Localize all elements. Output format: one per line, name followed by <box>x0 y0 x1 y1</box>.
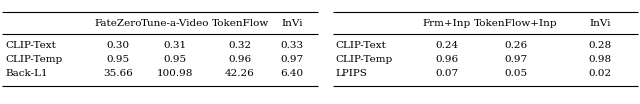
Text: TokenFlow+Inp: TokenFlow+Inp <box>474 19 558 27</box>
Text: CLIP-Text: CLIP-Text <box>5 41 56 51</box>
Text: LPIPS: LPIPS <box>335 69 367 79</box>
Text: 0.95: 0.95 <box>163 56 187 64</box>
Text: 0.05: 0.05 <box>504 69 527 79</box>
Text: 100.98: 100.98 <box>157 69 193 79</box>
Text: 42.26: 42.26 <box>225 69 255 79</box>
Text: 0.98: 0.98 <box>588 56 612 64</box>
Text: Frm+Inp: Frm+Inp <box>423 19 471 27</box>
Text: Back-L1: Back-L1 <box>5 69 47 79</box>
Text: Tune-a-Video: Tune-a-Video <box>141 19 209 27</box>
Text: 0.24: 0.24 <box>435 41 459 51</box>
Text: 0.95: 0.95 <box>106 56 129 64</box>
Text: InVi: InVi <box>589 19 611 27</box>
Text: 0.97: 0.97 <box>280 56 303 64</box>
Text: 6.40: 6.40 <box>280 69 303 79</box>
Text: 0.31: 0.31 <box>163 41 187 51</box>
Text: CLIP-Temp: CLIP-Temp <box>335 56 392 64</box>
Text: 0.33: 0.33 <box>280 41 303 51</box>
Text: 0.30: 0.30 <box>106 41 129 51</box>
Text: 0.32: 0.32 <box>228 41 252 51</box>
Text: InVi: InVi <box>281 19 303 27</box>
Text: 0.96: 0.96 <box>228 56 252 64</box>
Text: 0.96: 0.96 <box>435 56 459 64</box>
Text: CLIP-Temp: CLIP-Temp <box>5 56 62 64</box>
Text: 0.07: 0.07 <box>435 69 459 79</box>
Text: FateZero: FateZero <box>94 19 141 27</box>
Text: 0.97: 0.97 <box>504 56 527 64</box>
Text: 0.26: 0.26 <box>504 41 527 51</box>
Text: 35.66: 35.66 <box>103 69 133 79</box>
Text: 0.02: 0.02 <box>588 69 612 79</box>
Text: TokenFlow: TokenFlow <box>211 19 269 27</box>
Text: CLIP-Text: CLIP-Text <box>335 41 386 51</box>
Text: 0.28: 0.28 <box>588 41 612 51</box>
